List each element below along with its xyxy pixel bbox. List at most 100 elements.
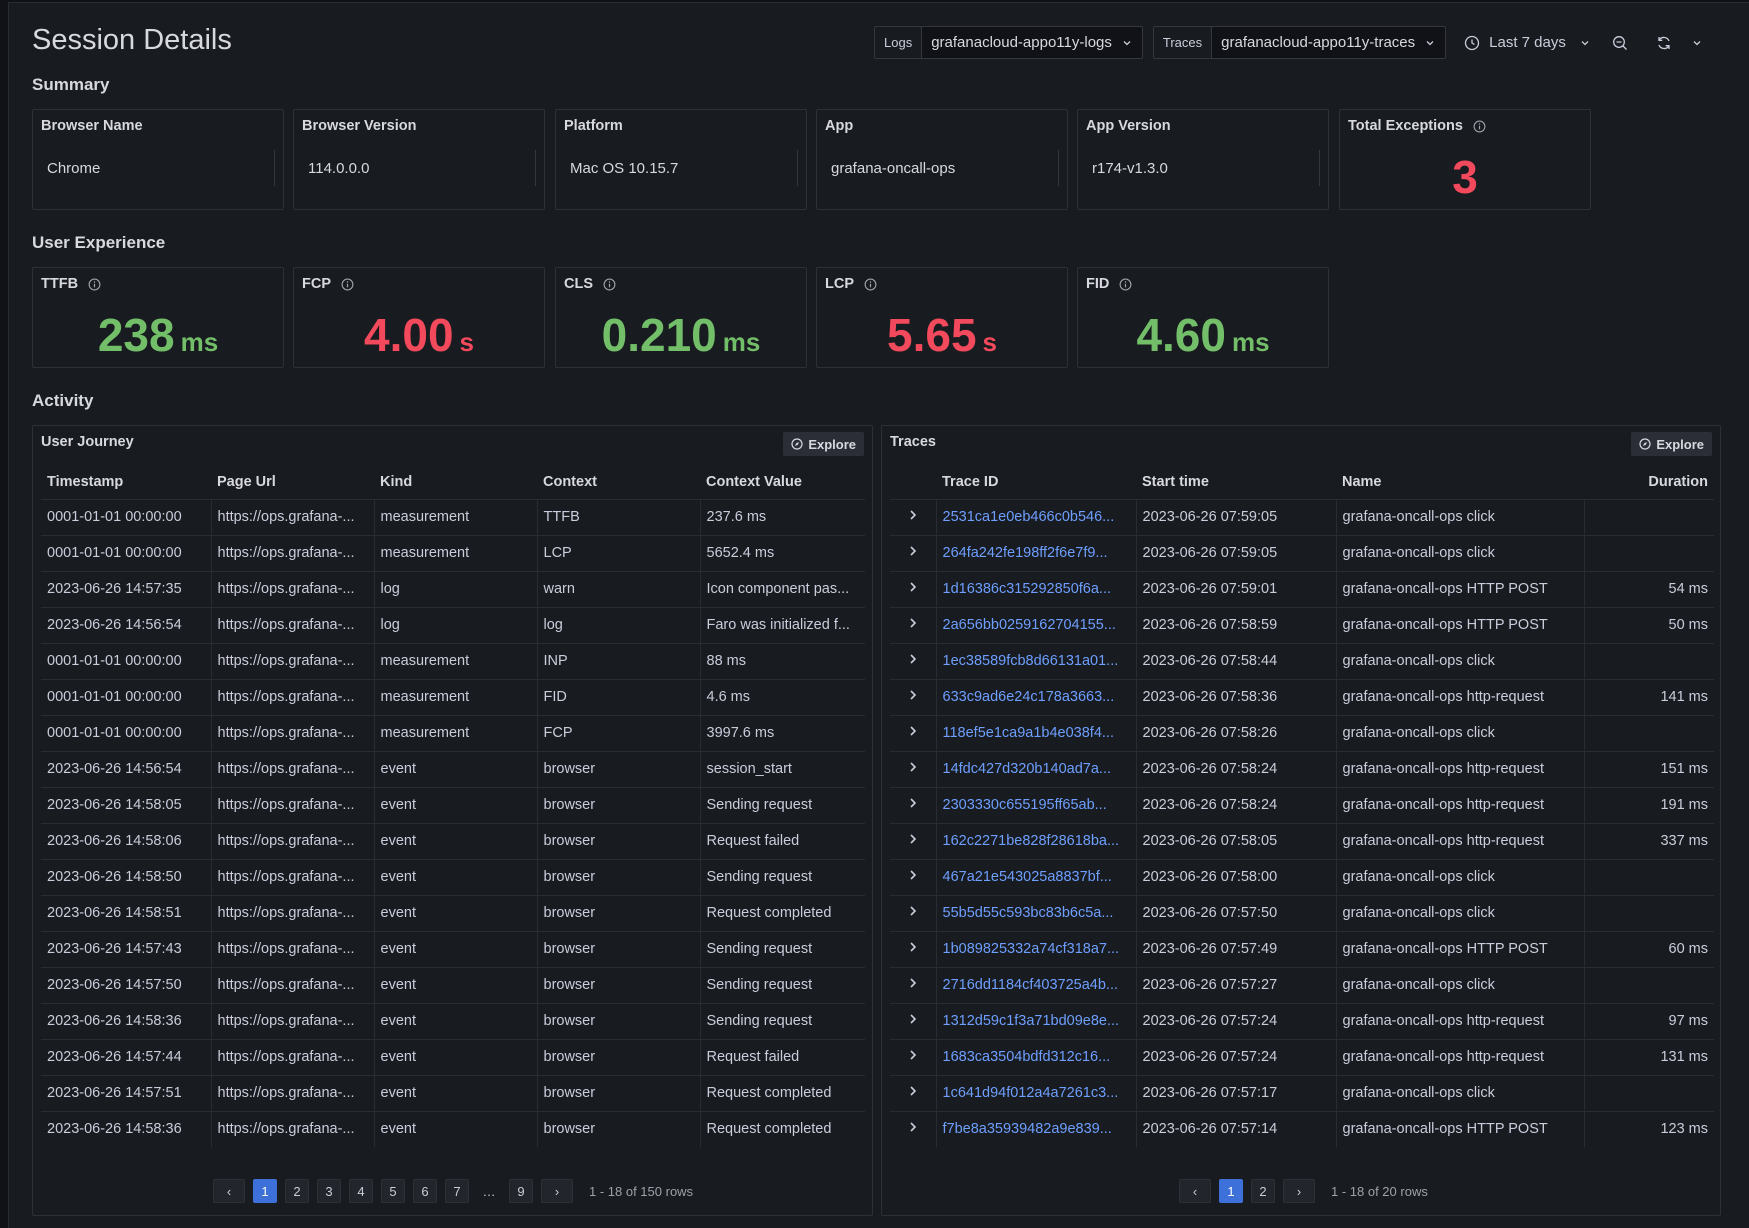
page-button[interactable]: 7 <box>445 1179 469 1203</box>
next-page-button[interactable]: › <box>1283 1179 1315 1203</box>
row-expander[interactable] <box>890 570 937 607</box>
table-row[interactable]: 1312d59c1f3a71bd09e8e... 2023-06-26 07:57… <box>890 1002 1714 1039</box>
table-row[interactable]: 2531ca1e0eb466c0b546... 2023-06-26 07:59:… <box>890 498 1714 535</box>
trace-id-link[interactable]: 1c641d94f012a4a7261c3... <box>936 1074 1137 1111</box>
row-expander[interactable] <box>890 966 937 1003</box>
page-button[interactable]: 2 <box>285 1179 309 1203</box>
column-header[interactable]: Start time <box>1142 473 1209 490</box>
trace-id-link[interactable]: 2531ca1e0eb466c0b546... <box>936 498 1137 535</box>
table-row[interactable]: 0001-01-01 00:00:00 https://ops.grafana-.… <box>41 498 865 535</box>
row-expander[interactable] <box>890 786 937 823</box>
logs-datasource-picker[interactable]: Logs grafanacloud-appo11y-logs <box>874 26 1143 59</box>
table-row[interactable]: 118ef5e1ca9a1b4e038f4... 2023-06-26 07:58… <box>890 714 1714 751</box>
column-header[interactable]: Duration <box>1648 473 1708 490</box>
table-row[interactable]: 2023-06-26 14:56:54 https://ops.grafana-.… <box>41 606 865 643</box>
info-circle-icon[interactable] <box>1119 278 1132 291</box>
trace-id-link[interactable]: 1312d59c1f3a71bd09e8e... <box>936 1002 1137 1039</box>
row-expander[interactable] <box>890 714 937 751</box>
column-header[interactable]: Context <box>543 473 597 490</box>
table-row[interactable]: 2023-06-26 14:57:50 https://ops.grafana-.… <box>41 966 865 1003</box>
column-header[interactable]: Name <box>1342 473 1382 490</box>
trace-id-link[interactable]: 1b089825332a74cf318a7... <box>936 930 1137 967</box>
trace-id-link[interactable]: 1683ca3504bdfd312c16... <box>936 1038 1137 1075</box>
zoom-out-button[interactable] <box>1600 26 1640 59</box>
refresh-button[interactable] <box>1644 26 1684 59</box>
table-row[interactable]: 162c2271be828f28618ba... 2023-06-26 07:58… <box>890 822 1714 859</box>
prev-page-button[interactable]: ‹ <box>213 1179 245 1203</box>
table-row[interactable]: 2023-06-26 14:58:51 https://ops.grafana-.… <box>41 894 865 931</box>
table-row[interactable]: 1683ca3504bdfd312c16... 2023-06-26 07:57:… <box>890 1038 1714 1075</box>
info-circle-icon[interactable] <box>341 278 354 291</box>
table-row[interactable]: 2023-06-26 14:58:50 https://ops.grafana-.… <box>41 858 865 895</box>
table-row[interactable]: 2716dd1184cf403725a4b... 2023-06-26 07:57… <box>890 966 1714 1003</box>
row-expander[interactable] <box>890 606 937 643</box>
table-row[interactable]: 2023-06-26 14:57:43 https://ops.grafana-.… <box>41 930 865 967</box>
table-row[interactable]: 2a656bb0259162704155... 2023-06-26 07:58:… <box>890 606 1714 643</box>
page-button[interactable]: 2 <box>1251 1179 1275 1203</box>
table-row[interactable]: 1d16386c315292850f6a... 2023-06-26 07:59:… <box>890 570 1714 607</box>
table-row[interactable]: 1b089825332a74cf318a7... 2023-06-26 07:57… <box>890 930 1714 967</box>
table-row[interactable]: 1ec38589fcb8d66131a01... 2023-06-26 07:58… <box>890 642 1714 679</box>
row-expander[interactable] <box>890 642 937 679</box>
user-journey-explore-button[interactable]: Explore <box>783 432 864 456</box>
table-row[interactable]: 2023-06-26 14:57:51 https://ops.grafana-.… <box>41 1074 865 1111</box>
table-row[interactable]: 264fa242fe198ff2f6e7f9... 2023-06-26 07:5… <box>890 534 1714 571</box>
row-expander[interactable] <box>890 858 937 895</box>
table-row[interactable]: 1c641d94f012a4a7261c3... 2023-06-26 07:57… <box>890 1074 1714 1111</box>
table-row[interactable]: 0001-01-01 00:00:00 https://ops.grafana-.… <box>41 534 865 571</box>
trace-id-link[interactable]: 467a21e543025a8837bf... <box>936 858 1137 895</box>
table-row[interactable]: 0001-01-01 00:00:00 https://ops.grafana-.… <box>41 642 865 679</box>
trace-id-link[interactable]: 633c9ad6e24c178a3663... <box>936 678 1137 715</box>
trace-id-link[interactable]: 264fa242fe198ff2f6e7f9... <box>936 534 1137 571</box>
table-row[interactable]: 467a21e543025a8837bf... 2023-06-26 07:58:… <box>890 858 1714 895</box>
trace-id-link[interactable]: 2303330c655195ff65ab... <box>936 786 1137 823</box>
info-circle-icon[interactable] <box>88 278 101 291</box>
traces-explore-button[interactable]: Explore <box>1631 432 1712 456</box>
row-expander[interactable] <box>890 930 937 967</box>
trace-id-link[interactable]: 1ec38589fcb8d66131a01... <box>936 642 1137 679</box>
page-button[interactable]: 5 <box>381 1179 405 1203</box>
trace-id-link[interactable]: 2716dd1184cf403725a4b... <box>936 966 1137 1003</box>
page-button[interactable]: 3 <box>317 1179 341 1203</box>
table-row[interactable]: 2023-06-26 14:58:06 https://ops.grafana-.… <box>41 822 865 859</box>
table-row[interactable]: 0001-01-01 00:00:00 https://ops.grafana-.… <box>41 714 865 751</box>
page-button[interactable]: 1 <box>253 1179 277 1203</box>
table-row[interactable]: 14fdc427d320b140ad7a... 2023-06-26 07:58:… <box>890 750 1714 787</box>
trace-id-link[interactable]: 14fdc427d320b140ad7a... <box>936 750 1137 787</box>
column-header[interactable]: Kind <box>380 473 413 490</box>
row-expander[interactable] <box>890 534 937 571</box>
logs-datasource-select[interactable]: grafanacloud-appo11y-logs <box>922 27 1142 58</box>
trace-id-link[interactable]: 55b5d55c593bc83b6c5a... <box>936 894 1137 931</box>
row-expander[interactable] <box>890 822 937 859</box>
info-circle-icon[interactable] <box>864 278 877 291</box>
trace-id-link[interactable]: 1d16386c315292850f6a... <box>936 570 1137 607</box>
table-row[interactable]: 2303330c655195ff65ab... 2023-06-26 07:58:… <box>890 786 1714 823</box>
time-range-picker[interactable]: Last 7 days <box>1464 26 1590 59</box>
row-expander[interactable] <box>890 894 937 931</box>
row-expander[interactable] <box>890 498 937 535</box>
trace-id-link[interactable]: f7be8a35939482a9e839... <box>936 1110 1137 1147</box>
row-expander[interactable] <box>890 1038 937 1075</box>
row-expander[interactable] <box>890 1002 937 1039</box>
table-row[interactable]: 2023-06-26 14:58:36 https://ops.grafana-.… <box>41 1110 865 1147</box>
table-row[interactable]: 2023-06-26 14:56:54 https://ops.grafana-.… <box>41 750 865 787</box>
page-button[interactable]: 9 <box>509 1179 533 1203</box>
table-row[interactable]: f7be8a35939482a9e839... 2023-06-26 07:57:… <box>890 1110 1714 1147</box>
column-header[interactable]: Page Url <box>217 473 276 490</box>
page-button[interactable]: 6 <box>413 1179 437 1203</box>
prev-page-button[interactable]: ‹ <box>1179 1179 1211 1203</box>
table-row[interactable]: 55b5d55c593bc83b6c5a... 2023-06-26 07:57:… <box>890 894 1714 931</box>
table-row[interactable]: 2023-06-26 14:58:05 https://ops.grafana-.… <box>41 786 865 823</box>
trace-id-link[interactable]: 162c2271be828f28618ba... <box>936 822 1137 859</box>
next-page-button[interactable]: › <box>541 1179 573 1203</box>
traces-datasource-select[interactable]: grafanacloud-appo11y-traces <box>1212 27 1445 58</box>
traces-datasource-picker[interactable]: Traces grafanacloud-appo11y-traces <box>1152 26 1447 59</box>
row-expander[interactable] <box>890 1110 937 1147</box>
row-expander[interactable] <box>890 1074 937 1111</box>
row-expander[interactable] <box>890 678 937 715</box>
table-row[interactable]: 2023-06-26 14:57:44 https://ops.grafana-.… <box>41 1038 865 1075</box>
info-circle-icon[interactable] <box>603 278 616 291</box>
table-row[interactable]: 2023-06-26 14:58:36 https://ops.grafana-.… <box>41 1002 865 1039</box>
info-circle-icon[interactable] <box>1473 120 1486 133</box>
refresh-interval-dropdown[interactable] <box>1684 26 1710 59</box>
